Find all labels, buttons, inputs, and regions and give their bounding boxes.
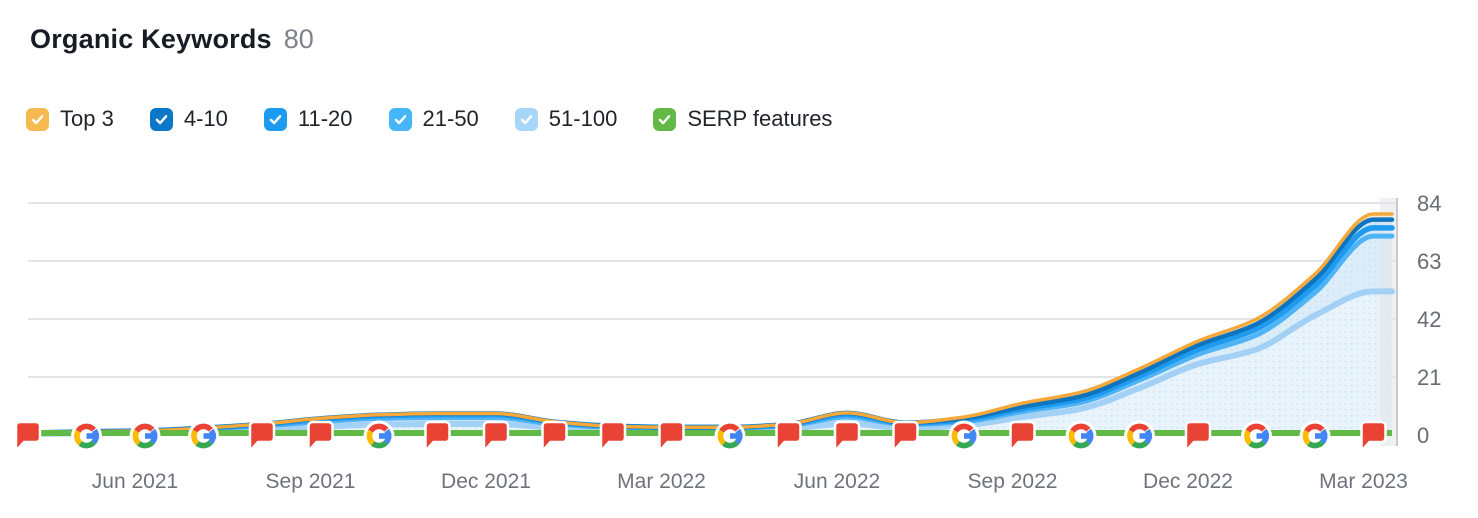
- x-axis-label-mar-2023: Mar 2023: [1319, 470, 1408, 493]
- check-icon: [520, 114, 533, 124]
- note-flag-icon-jun-2022[interactable]: [833, 420, 861, 453]
- checkbox-top-3[interactable]: [26, 107, 49, 131]
- y-axis-label-42: 42: [1417, 307, 1441, 332]
- note-flag-icon-aug-2021[interactable]: [248, 420, 276, 453]
- note-flag-icon-sep-2022[interactable]: [1009, 420, 1036, 453]
- x-axis-label-dec-2022: Dec 2022: [1143, 470, 1233, 493]
- google-update-icon-aug-2022[interactable]: [948, 420, 980, 452]
- legend-item-label: Top 3: [60, 106, 114, 131]
- legend-item-51-100[interactable]: 51-100: [514, 106, 618, 132]
- legend-item-21-50[interactable]: 21-50: [388, 106, 479, 132]
- y-axis-label-63: 63: [1417, 249, 1441, 274]
- google-update-icon-feb-2023[interactable]: [1299, 420, 1331, 452]
- google-update-icon-jun-2021[interactable]: [129, 420, 161, 452]
- note-flag-icon-sep-2021[interactable]: [307, 420, 334, 453]
- google-update-icon-oct-2021[interactable]: [363, 420, 395, 452]
- y-axis-label-0: 0: [1417, 423, 1429, 448]
- legend-item-serp-features[interactable]: SERP features: [653, 106, 832, 132]
- widget-header: Organic Keywords 80: [30, 24, 314, 55]
- note-flag-icon-apr-2021[interactable]: [14, 420, 42, 453]
- note-flag-icon-mar-2023[interactable]: [1360, 420, 1387, 453]
- note-flag-icon-dec-2022[interactable]: [1184, 420, 1212, 453]
- google-update-icon-may-2021[interactable]: [71, 420, 102, 452]
- checkbox-21-50[interactable]: [388, 107, 412, 131]
- note-flag-icon-jan-2022[interactable]: [541, 420, 568, 453]
- note-flag-icon-dec-2021[interactable]: [482, 420, 510, 453]
- check-icon: [31, 114, 44, 124]
- google-update-icon-nov-2022[interactable]: [1124, 420, 1155, 452]
- y-axis-label-84: 84: [1417, 191, 1441, 216]
- checkbox-51-100[interactable]: [514, 107, 538, 131]
- x-axis-label-jun-2021: Jun 2021: [92, 470, 178, 493]
- legend-item-11-20[interactable]: 11-20: [263, 106, 353, 132]
- x-axis-label-sep-2021: Sep 2021: [266, 470, 356, 493]
- check-icon: [269, 114, 282, 124]
- legend-item-label: 51-100: [548, 106, 618, 131]
- x-axis-label-dec-2021: Dec 2021: [441, 470, 531, 493]
- note-flag-icon-may-2022[interactable]: [775, 420, 802, 453]
- google-update-icon-jul-2021[interactable]: [188, 420, 219, 452]
- google-update-icon-apr-2022[interactable]: [714, 420, 746, 452]
- checkbox-4-10[interactable]: [149, 107, 173, 131]
- check-icon: [394, 114, 406, 124]
- legend-item-label: SERP features: [687, 106, 833, 131]
- page-title: Organic Keywords: [30, 24, 272, 54]
- current-period-bar: [1380, 198, 1397, 446]
- check-icon: [155, 114, 168, 124]
- checkbox-serp-features[interactable]: [653, 107, 677, 131]
- google-update-icon-oct-2022[interactable]: [1065, 420, 1097, 452]
- legend: Top 3 4-10 11-20 21-50 51-100 SERP features: [26, 106, 832, 132]
- y-axis-label-21: 21: [1417, 365, 1441, 390]
- note-flag-icon-nov-2021[interactable]: [424, 420, 451, 453]
- legend-item-label: 4-10: [183, 106, 228, 131]
- x-axis-label-mar-2022: Mar 2022: [617, 470, 706, 493]
- keyword-count: 80: [283, 24, 314, 54]
- legend-item-4-10[interactable]: 4-10: [149, 106, 228, 132]
- note-flag-icon-mar-2022[interactable]: [658, 420, 685, 453]
- note-flag-icon-jul-2022[interactable]: [892, 420, 919, 453]
- x-axis-label-jun-2022: Jun 2022: [794, 470, 880, 493]
- google-update-icon-jan-2023[interactable]: [1241, 420, 1272, 452]
- area-dot-texture: [28, 214, 1392, 435]
- legend-item-top-3[interactable]: Top 3: [26, 106, 114, 132]
- legend-item-label: 21-50: [422, 106, 479, 131]
- note-flag-icon-feb-2022[interactable]: [599, 420, 627, 453]
- legend-item-label: 11-20: [297, 106, 353, 131]
- checkbox-11-20[interactable]: [263, 107, 287, 131]
- check-icon: [659, 114, 671, 124]
- x-axis-label-sep-2022: Sep 2022: [968, 470, 1058, 493]
